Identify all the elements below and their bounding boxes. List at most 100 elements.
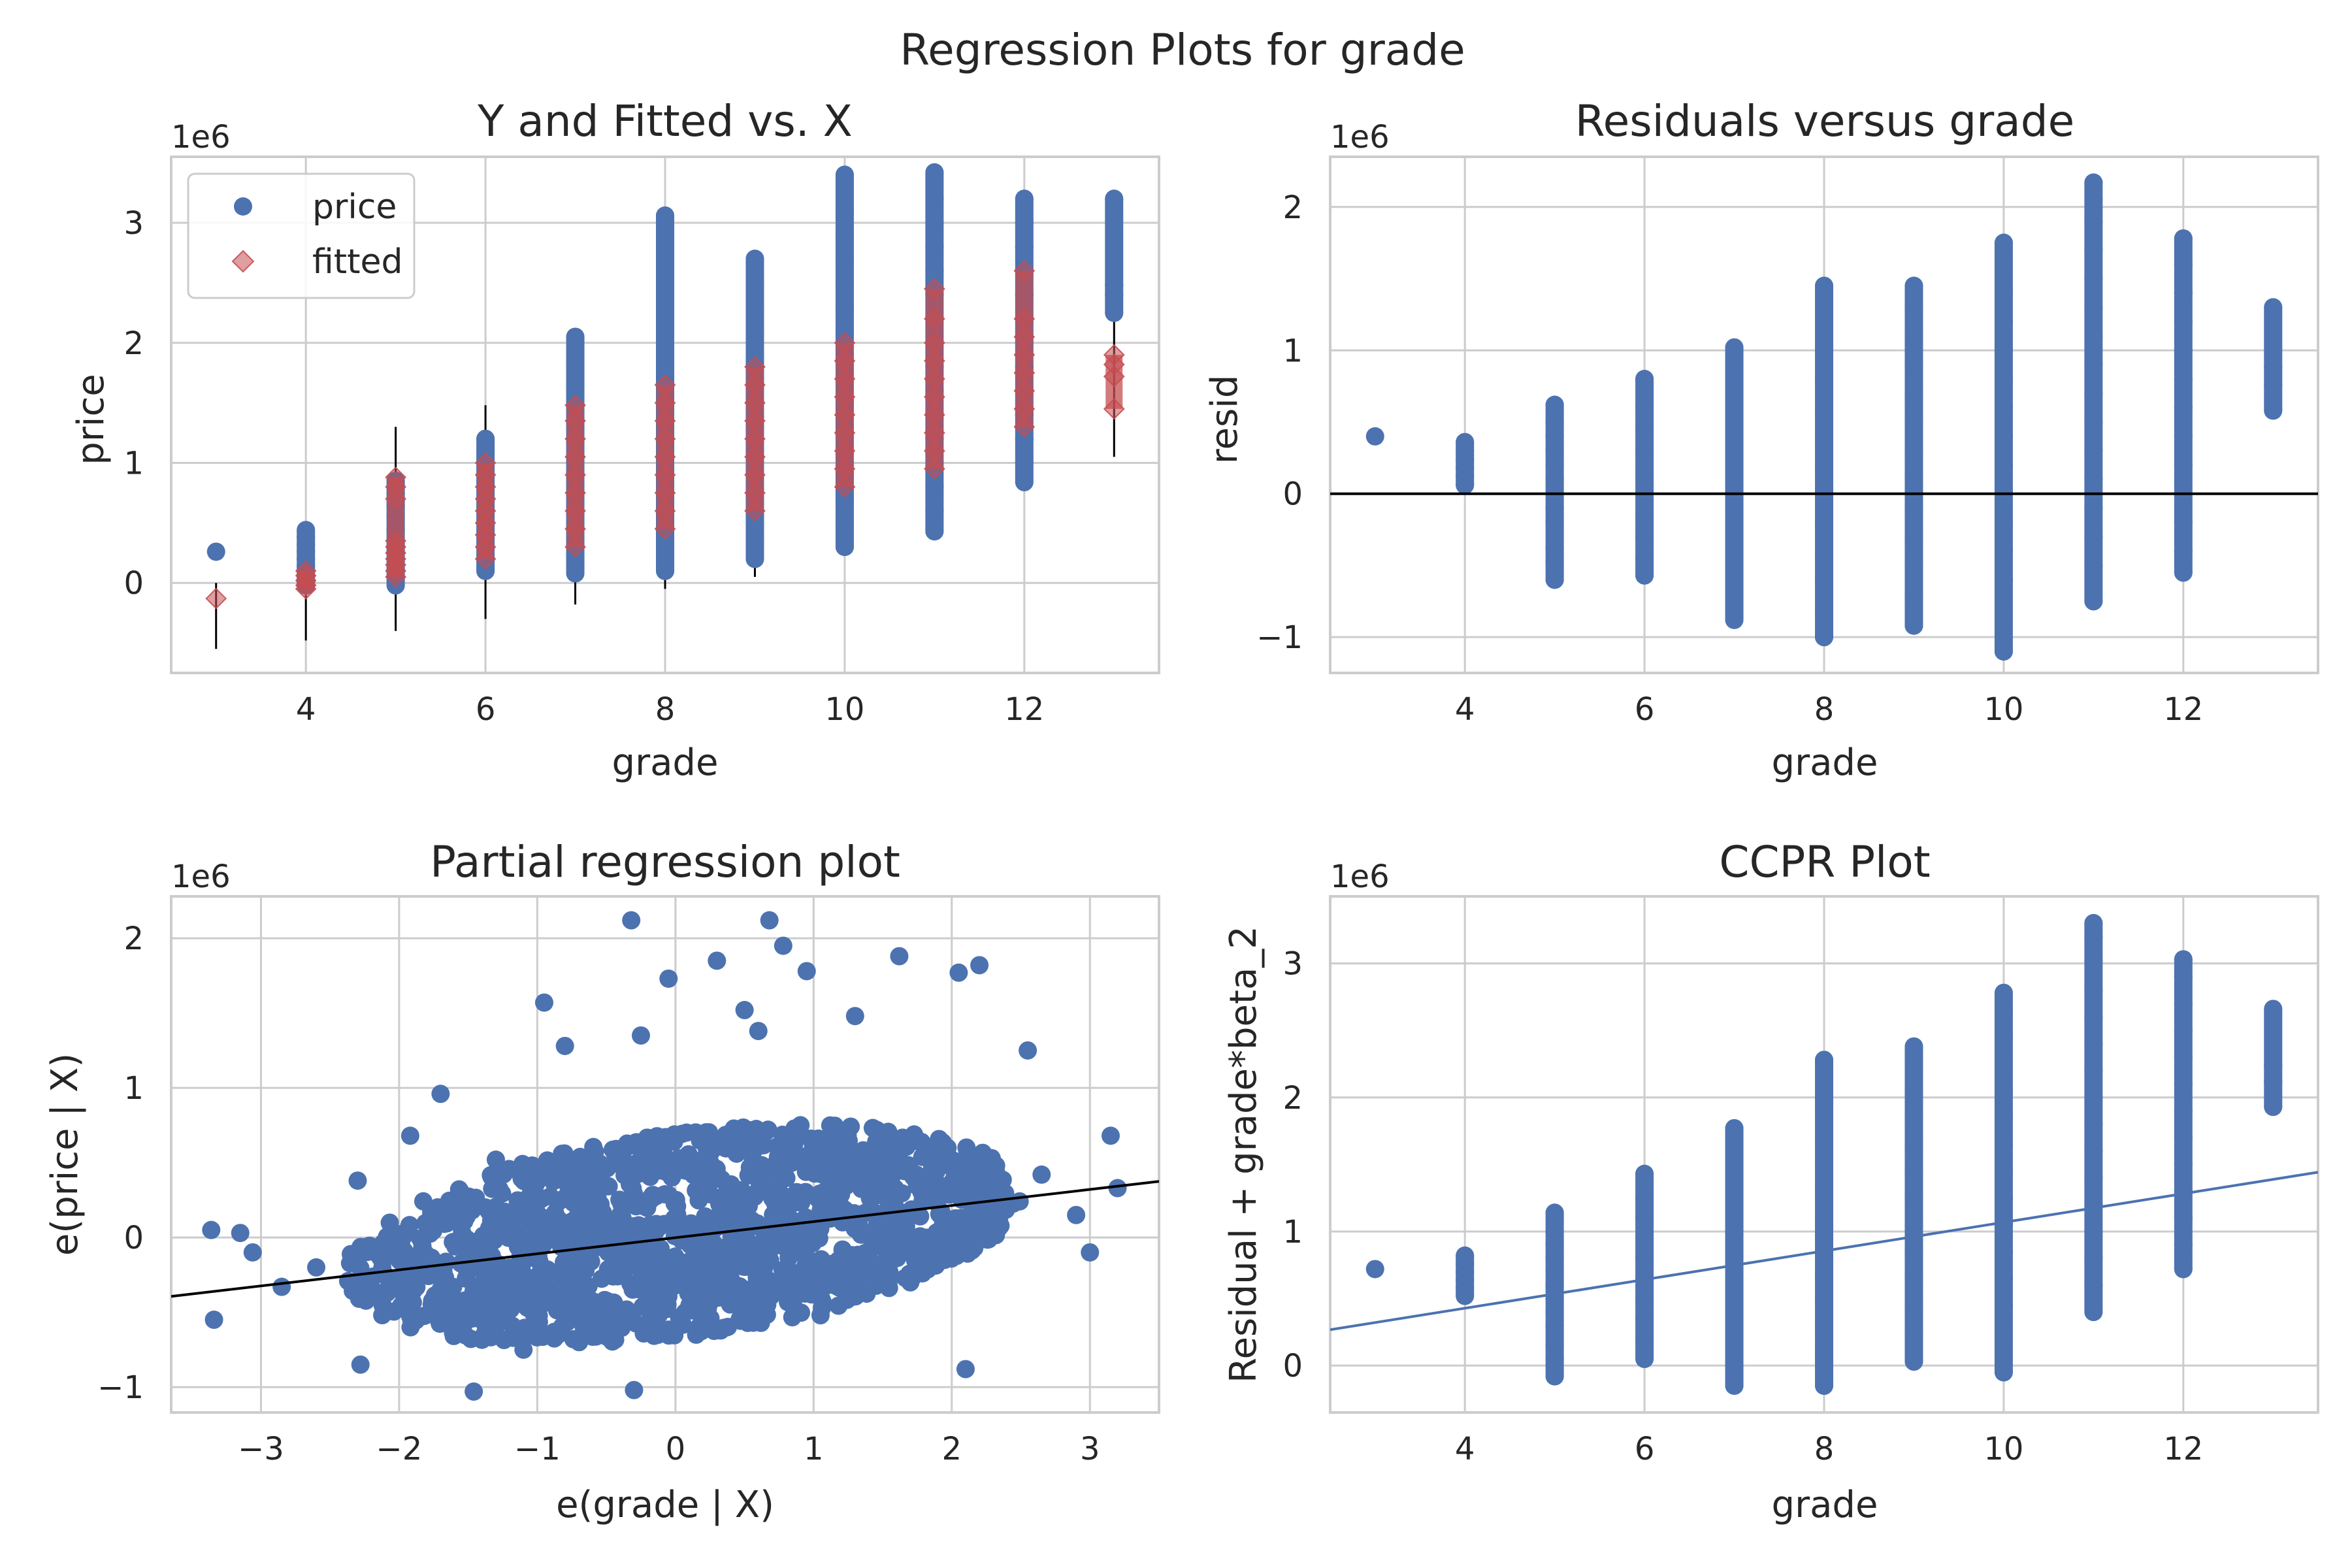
cloud-point xyxy=(706,1251,725,1270)
data-point xyxy=(956,1360,975,1379)
panel-title: Residuals versus grade xyxy=(1575,96,2074,146)
cloud-point xyxy=(665,1194,684,1213)
data-point xyxy=(1994,233,2013,252)
cloud-point xyxy=(529,1313,548,1331)
cloud-point xyxy=(862,1254,881,1273)
y-tick-label: 1 xyxy=(1282,333,1303,369)
x-tick-label: 10 xyxy=(1984,1431,2023,1467)
cloud-point xyxy=(583,1292,602,1311)
cloud-point xyxy=(495,1331,514,1350)
data-point xyxy=(1904,276,1923,295)
data-point xyxy=(1019,1041,1037,1060)
cloud-point xyxy=(990,1218,1009,1237)
cloud-point xyxy=(515,1231,534,1250)
data-point xyxy=(2174,950,2193,969)
cloud-point xyxy=(687,1247,706,1266)
cloud-point xyxy=(776,1131,795,1150)
cloud-point xyxy=(739,1166,758,1185)
cloud-point xyxy=(841,1117,860,1136)
cloud-point xyxy=(637,1228,656,1247)
y-tick-label: 2 xyxy=(1282,1080,1303,1117)
x-tick-label: 3 xyxy=(1080,1431,1100,1467)
cloud-point xyxy=(562,1293,581,1312)
cloud-point xyxy=(642,1190,661,1209)
data-point xyxy=(1635,1164,1654,1183)
legend-label-price: price xyxy=(312,188,397,227)
data-point xyxy=(687,1325,706,1344)
data-point xyxy=(1456,1246,1475,1265)
cloud-point xyxy=(798,1268,817,1287)
marks-layer xyxy=(1330,173,2318,661)
y-tick-label: 0 xyxy=(123,1220,144,1256)
cloud-point xyxy=(638,1318,657,1337)
data-point xyxy=(625,1380,644,1399)
y-tick-label: 2 xyxy=(1282,189,1303,226)
cloud-point xyxy=(712,1169,731,1188)
x-tick-label: 12 xyxy=(2163,1431,2203,1467)
fitted-point xyxy=(744,356,766,378)
cloud-point xyxy=(896,1217,915,1236)
data-point xyxy=(1545,1203,1564,1222)
cloud-point xyxy=(421,1260,440,1279)
cloud-point xyxy=(400,1262,419,1281)
legend-marker-price xyxy=(234,197,252,216)
cloud-point xyxy=(585,1144,604,1163)
cloud-point xyxy=(664,1209,683,1228)
cloud-point xyxy=(570,1333,589,1352)
fitted-point xyxy=(1013,260,1036,282)
y-tick-label: 3 xyxy=(123,205,144,242)
y-tick-label: 1 xyxy=(123,1070,144,1107)
data-point xyxy=(925,163,944,182)
y-tick-label: −1 xyxy=(1256,619,1303,656)
cloud-point xyxy=(829,1135,848,1154)
cloud-point xyxy=(699,1213,718,1232)
cloud-point xyxy=(386,1231,405,1250)
data-point xyxy=(431,1085,450,1103)
fit-line xyxy=(1330,1171,2318,1331)
data-point xyxy=(708,951,727,970)
x-tick-label: 0 xyxy=(666,1431,686,1467)
x-tick-label: 4 xyxy=(296,691,316,728)
cloud-point xyxy=(659,1326,678,1345)
cloud-point xyxy=(357,1243,376,1262)
y-axis-label: resid xyxy=(1203,375,1246,465)
cloud-point xyxy=(791,1186,810,1205)
data-point xyxy=(2084,173,2103,192)
data-point xyxy=(297,521,316,540)
cloud-point xyxy=(694,1290,713,1309)
cloud-point xyxy=(980,1163,999,1182)
cloud-point xyxy=(729,1230,748,1249)
cloud-point xyxy=(925,1245,944,1264)
data-point xyxy=(1994,983,2013,1002)
cloud-point xyxy=(710,1137,728,1156)
cloud-point xyxy=(751,1249,770,1268)
data-point xyxy=(231,1224,250,1243)
cloud-point xyxy=(610,1210,629,1229)
cloud-point xyxy=(768,1147,787,1166)
data-point xyxy=(749,1022,768,1041)
data-point xyxy=(486,1151,505,1169)
data-point xyxy=(2174,229,2193,248)
data-point xyxy=(745,250,764,269)
cloud-point xyxy=(512,1275,531,1294)
legend: price fitted xyxy=(187,172,416,299)
cloud-point xyxy=(421,1207,440,1226)
cloud-point xyxy=(612,1152,630,1171)
x-axis-label: grade xyxy=(1772,1484,1878,1526)
cloud-point xyxy=(651,1134,670,1153)
x-tick-label: 10 xyxy=(825,691,864,728)
cloud-point xyxy=(708,1188,727,1207)
cloud-point xyxy=(625,1256,644,1275)
cloud-point xyxy=(757,1159,776,1178)
cloud-point xyxy=(638,1284,657,1303)
data-point xyxy=(555,1036,574,1055)
data-point xyxy=(206,542,225,561)
data-point xyxy=(1815,1051,1833,1070)
data-point xyxy=(534,993,553,1012)
data-point xyxy=(1067,1205,1086,1224)
y-tick-label: 1 xyxy=(123,445,144,482)
x-tick-label: −1 xyxy=(514,1431,561,1467)
cloud-point xyxy=(956,1148,975,1167)
data-point xyxy=(272,1277,291,1296)
